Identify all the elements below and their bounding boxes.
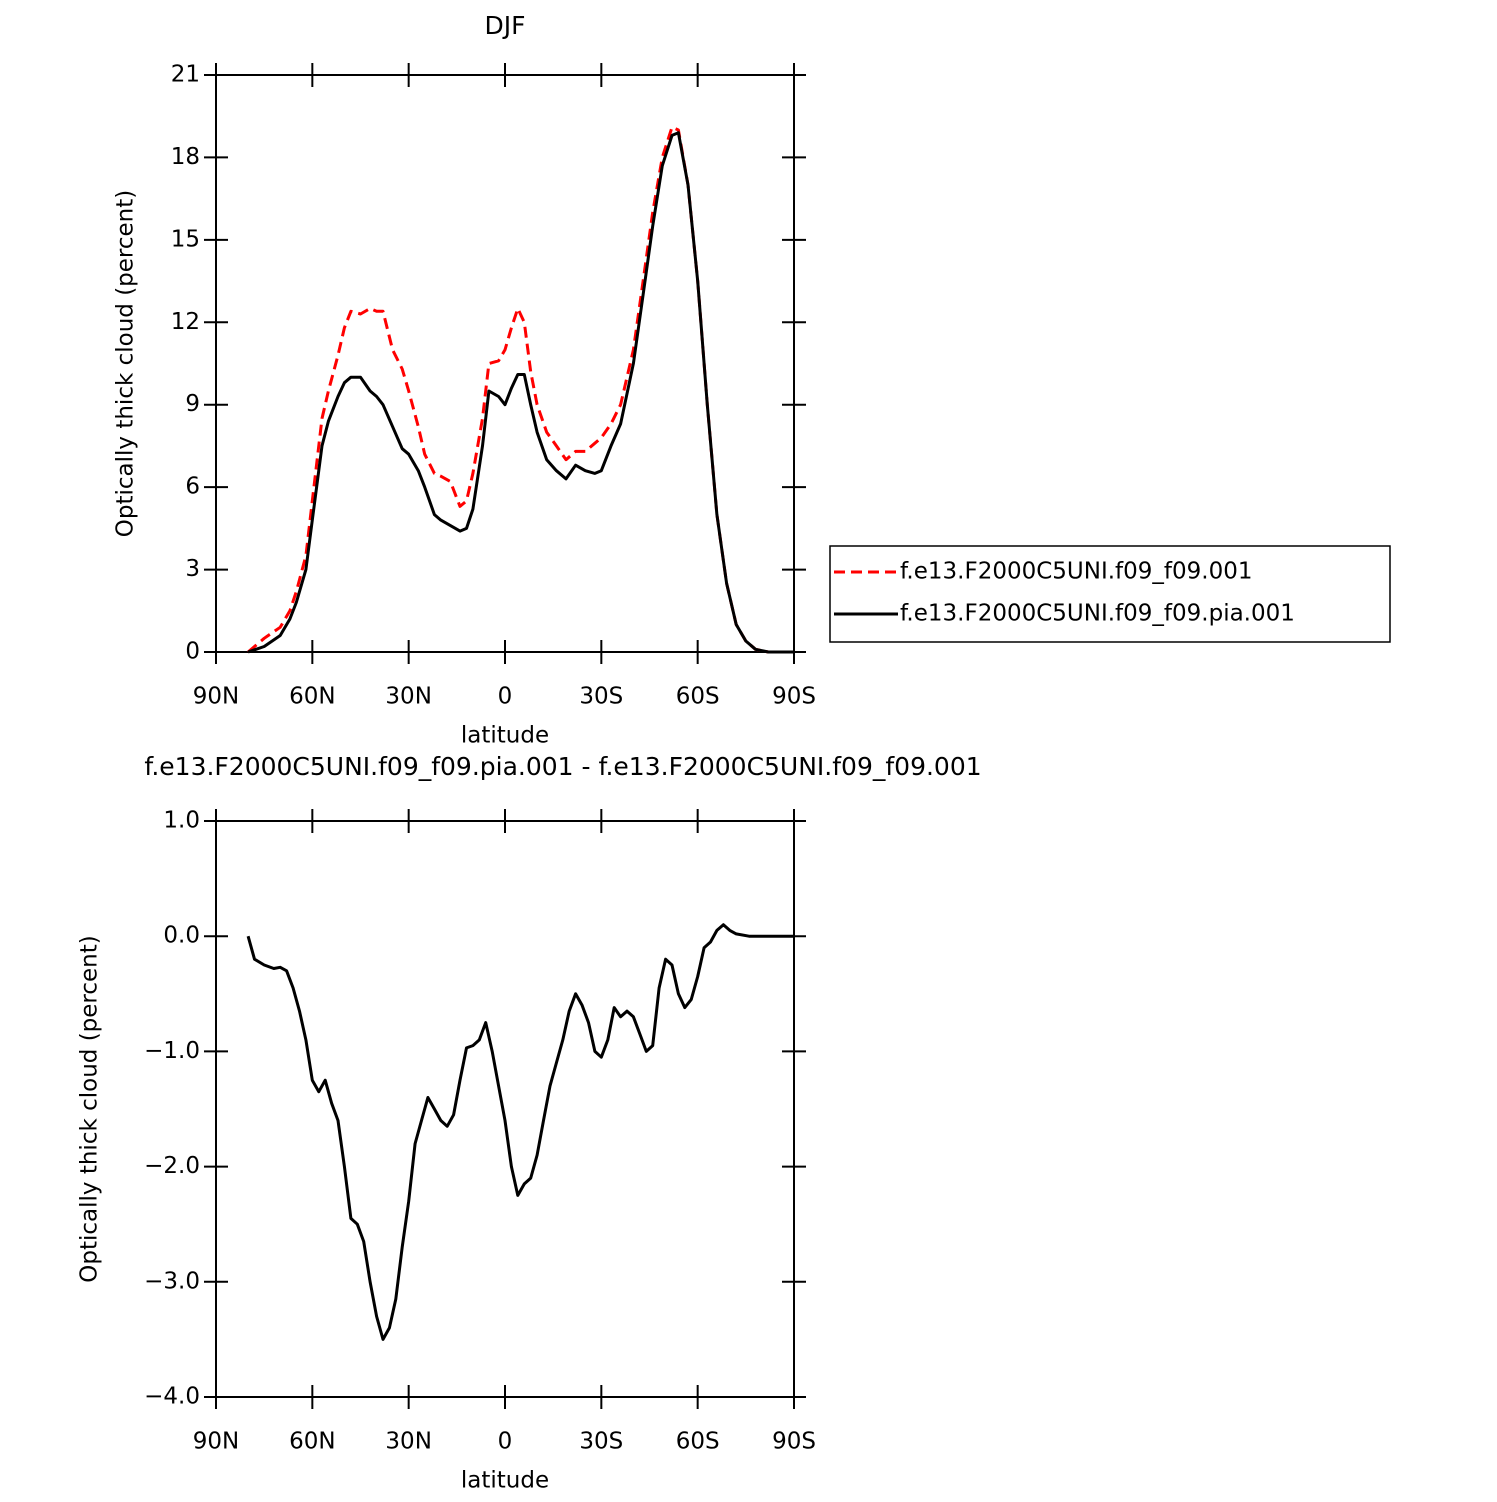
data-line xyxy=(246,923,794,1341)
legend-box xyxy=(829,545,1391,643)
x-tick-label: 90N xyxy=(193,1429,239,1455)
y-axis-label: Optically thick cloud (percent) xyxy=(77,935,103,1282)
y-tick-label: 3 xyxy=(185,556,200,582)
x-axis-label: latitude xyxy=(461,723,549,749)
x-tick-label: 60N xyxy=(289,684,335,710)
x-tick-label: 60N xyxy=(289,1429,335,1455)
y-axis-label: Optically thick cloud (percent) xyxy=(113,190,139,537)
x-tick-label: 30S xyxy=(579,684,623,710)
x-tick-label: 90N xyxy=(193,684,239,710)
x-tick-label: 60S xyxy=(676,684,720,710)
legend-label: f.e13.F2000C5UNI.f09_f09.001 xyxy=(900,559,1253,585)
x-tick-label: 90S xyxy=(772,684,816,710)
x-tick-label: 0 xyxy=(498,1429,513,1455)
x-axis-label: latitude xyxy=(461,1468,549,1494)
x-tick-label: 30S xyxy=(579,1429,623,1455)
legend-label: f.e13.F2000C5UNI.f09_f09.pia.001 xyxy=(900,601,1295,627)
x-tick-label: 0 xyxy=(498,684,513,710)
y-tick-label: 12 xyxy=(171,309,200,335)
y-tick-label: −2.0 xyxy=(144,1153,200,1179)
y-tick-label: 6 xyxy=(185,474,200,500)
chart-title: f.e13.F2000C5UNI.f09_f09.pia.001 - f.e13… xyxy=(144,752,981,781)
x-tick-label: 30N xyxy=(385,1429,431,1455)
data-line xyxy=(247,125,794,654)
y-tick-label: 9 xyxy=(185,391,200,417)
x-tick-label: 60S xyxy=(676,1429,720,1455)
y-tick-label: 1.0 xyxy=(163,808,200,834)
x-tick-label: 90S xyxy=(772,1429,816,1455)
data-line xyxy=(247,131,794,654)
y-tick-label: 0.0 xyxy=(163,923,200,949)
x-tick-label: 30N xyxy=(385,684,431,710)
chart-title: DJF xyxy=(484,11,525,40)
y-tick-label: 18 xyxy=(171,144,200,170)
y-tick-label: 21 xyxy=(171,62,200,88)
y-tick-label: 0 xyxy=(185,639,200,665)
y-tick-label: −1.0 xyxy=(144,1038,200,1064)
y-tick-label: −4.0 xyxy=(144,1384,200,1410)
plot-frame xyxy=(215,820,795,1398)
y-tick-label: 15 xyxy=(171,226,200,252)
y-tick-label: −3.0 xyxy=(144,1268,200,1294)
